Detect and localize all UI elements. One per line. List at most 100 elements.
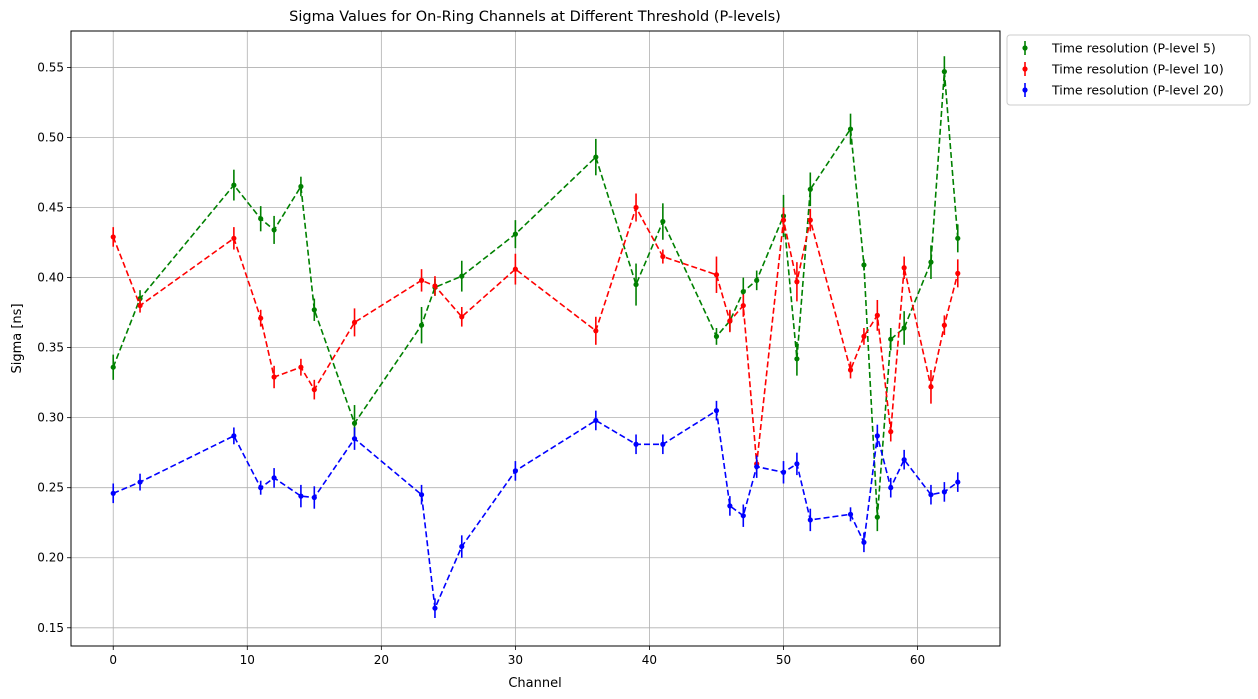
data-point <box>740 513 746 519</box>
y-tick-label: 0.55 <box>37 60 64 74</box>
plot-frame <box>70 30 1001 647</box>
data-point <box>941 489 947 495</box>
y-tick-label: 0.35 <box>37 341 64 355</box>
legend-marker-point <box>1022 66 1028 72</box>
data-point <box>888 336 894 342</box>
data-point <box>780 217 787 223</box>
data-point <box>941 69 947 75</box>
data-point <box>861 539 867 545</box>
data-point <box>418 322 425 328</box>
data-point <box>298 183 304 190</box>
legend-item: Time resolution (P-level 5) <box>1022 41 1216 56</box>
legend-item: Time resolution (P-level 10) <box>1022 62 1224 77</box>
data-point <box>861 333 867 339</box>
data-point <box>459 543 465 550</box>
data-point <box>459 314 465 320</box>
grid <box>71 31 1000 646</box>
data-point <box>231 433 237 439</box>
data-point <box>258 315 264 321</box>
series-line <box>112 409 959 612</box>
y-axis-ticks: 0.15 0.20 0.25 0.30 0.35 0.40 0.45 0.50 0.55 <box>37 60 71 635</box>
y-tick-label: 0.50 <box>37 130 64 144</box>
data-point <box>110 490 116 496</box>
data-point <box>713 408 720 414</box>
series-2 <box>110 193 961 474</box>
series-3 <box>110 400 961 618</box>
data-point <box>271 374 277 380</box>
data-point <box>432 283 438 289</box>
data-point <box>660 218 666 225</box>
x-axis-ticks: 0 10 20 30 40 50 60 <box>109 646 925 667</box>
data-point <box>351 436 358 442</box>
data-point <box>258 216 264 222</box>
data-point <box>311 494 317 501</box>
data-point <box>633 204 639 211</box>
data-point <box>660 441 666 447</box>
data-point <box>418 492 425 498</box>
data-point <box>727 318 733 324</box>
data-point <box>888 429 894 435</box>
data-point <box>512 266 518 272</box>
legend-marker-point <box>1022 45 1028 51</box>
data-point <box>351 420 358 426</box>
plot-series <box>110 56 961 618</box>
data-point <box>901 265 907 271</box>
legend-marker-point <box>1022 87 1028 93</box>
y-tick-label: 0.15 <box>37 621 64 635</box>
series-line <box>112 71 959 518</box>
data-point <box>807 186 813 192</box>
data-point <box>928 259 934 265</box>
legend: Time resolution (P-level 5) Time resoluti… <box>1006 34 1251 106</box>
x-tick-label: 30 <box>508 653 523 667</box>
data-point <box>298 364 304 370</box>
data-point <box>633 441 639 447</box>
legend-item: Time resolution (P-level 20) <box>1022 83 1224 98</box>
data-point <box>298 493 304 499</box>
data-point <box>847 126 854 132</box>
data-point <box>955 479 961 485</box>
data-point <box>861 262 867 268</box>
data-point <box>955 235 961 241</box>
legend-label: Time resolution (P-level 10) <box>1051 62 1224 77</box>
data-point <box>633 281 639 288</box>
data-point <box>754 464 760 470</box>
x-tick-label: 10 <box>240 653 255 667</box>
x-tick-label: 40 <box>642 653 657 667</box>
data-point <box>874 312 880 318</box>
legend-box <box>1006 34 1251 106</box>
y-tick-label: 0.45 <box>37 201 64 215</box>
data-point <box>593 417 599 424</box>
data-point <box>807 217 813 223</box>
data-point <box>459 273 465 279</box>
data-point <box>794 279 800 285</box>
data-point <box>593 328 599 334</box>
data-point <box>713 333 720 339</box>
data-point <box>740 302 746 309</box>
data-point <box>888 485 894 491</box>
data-point <box>928 384 934 390</box>
y-tick-label: 0.30 <box>37 411 64 425</box>
data-point <box>660 253 666 260</box>
series-1 <box>110 56 961 532</box>
data-point <box>780 469 787 475</box>
data-point <box>713 272 720 278</box>
x-tick-label: 50 <box>776 653 791 667</box>
data-point <box>807 517 813 523</box>
data-point <box>418 277 425 283</box>
data-point <box>231 182 237 188</box>
data-point <box>271 227 277 233</box>
data-point <box>901 457 907 463</box>
chart-title: Sigma Values for On-Ring Channels at Dif… <box>289 9 781 25</box>
x-tick-label: 0 <box>109 653 117 667</box>
data-point <box>847 367 854 373</box>
data-point <box>110 234 116 240</box>
data-point <box>512 231 518 237</box>
data-point <box>271 475 277 481</box>
legend-label: Time resolution (P-level 5) <box>1051 41 1216 56</box>
y-tick-label: 0.25 <box>37 481 64 495</box>
data-point <box>874 433 880 439</box>
x-axis-label: Channel <box>508 676 561 691</box>
y-tick-label: 0.20 <box>37 551 64 565</box>
data-point <box>794 356 800 362</box>
